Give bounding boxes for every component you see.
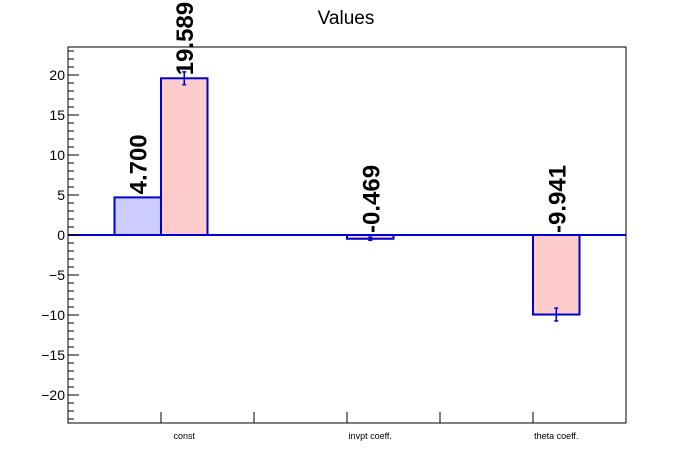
bar bbox=[532, 234, 581, 316]
y-tick-label: −10 bbox=[41, 307, 65, 323]
data-label: -0.469 bbox=[358, 165, 385, 233]
y-tick-label: −20 bbox=[41, 387, 65, 403]
data-label: 4.700 bbox=[126, 134, 153, 194]
y-tick-label: −5 bbox=[49, 267, 65, 283]
bar bbox=[113, 196, 162, 236]
chart-title: Values bbox=[318, 8, 375, 29]
data-label: -9.941 bbox=[544, 165, 571, 233]
y-tick-label: 0 bbox=[57, 227, 65, 243]
y-tick-label: −15 bbox=[41, 347, 65, 363]
x-category-label: invpt coeff. bbox=[349, 431, 392, 441]
x-category-label: const bbox=[173, 431, 195, 441]
y-tick-label: 5 bbox=[57, 187, 65, 203]
data-label: 19.589 bbox=[172, 2, 199, 75]
bar bbox=[160, 77, 209, 237]
y-tick-label: 10 bbox=[49, 147, 65, 163]
x-category-label: theta coeff. bbox=[534, 431, 578, 441]
y-tick-label: 15 bbox=[49, 107, 65, 123]
y-tick-label: 20 bbox=[49, 67, 65, 83]
